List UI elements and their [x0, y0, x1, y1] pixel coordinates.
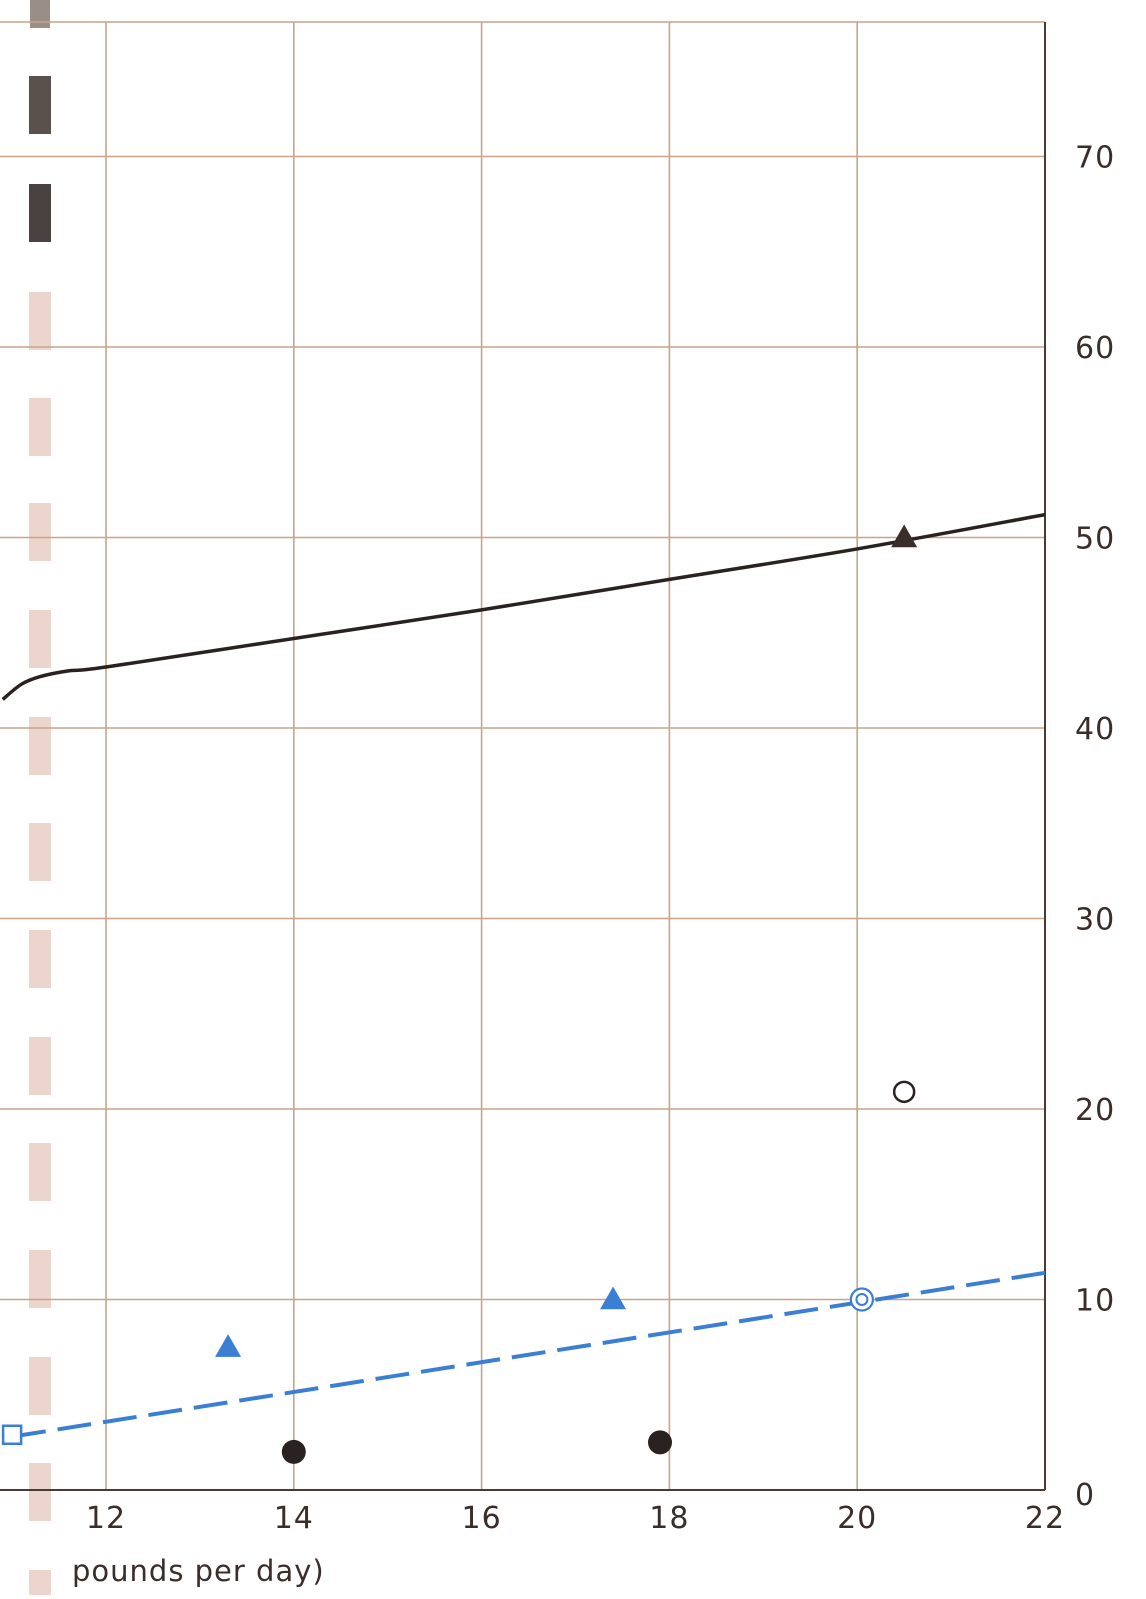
- grid: [0, 21, 1045, 1490]
- marker-double-circle-inner: [855, 1293, 869, 1306]
- y-tick-label: 30: [1075, 903, 1115, 938]
- y-tick-label: 60: [1075, 331, 1115, 366]
- marker-open-circle: [892, 1080, 916, 1104]
- margin-mark: [29, 1357, 51, 1415]
- x-tick-label: 20: [837, 1501, 877, 1536]
- margin-mark: [29, 76, 51, 134]
- marker-open-square: [1, 1424, 23, 1446]
- y-tick-label: 50: [1075, 522, 1115, 557]
- margin-mark: [29, 930, 51, 988]
- plot-frame: [0, 22, 1046, 1491]
- series: [1, 512, 1046, 1439]
- x-tick-labels: 12 14 16 18 20 22: [86, 1501, 1065, 1536]
- x-tick-label: 22: [1025, 1501, 1065, 1536]
- margin-mark: [29, 1037, 51, 1095]
- margin-mark: [29, 184, 51, 242]
- margin-mark: [29, 717, 51, 775]
- y-tick-label: 0: [1075, 1478, 1095, 1513]
- margin-mark: [29, 1570, 51, 1599]
- markers: [1, 524, 918, 1464]
- margin-mark: [29, 292, 51, 350]
- marker-double-circle: [849, 1287, 874, 1312]
- marker-filled-circle: [648, 1430, 673, 1455]
- x-tick-label: 18: [649, 1501, 689, 1536]
- series-line-dashed: [11, 1270, 1046, 1439]
- y-tick-labels: 0 10 20 30 40 50 60 70: [1075, 141, 1115, 1514]
- y-tick-label: 40: [1075, 712, 1115, 747]
- margin-strip: [29, 0, 51, 1599]
- y-tick-label: 70: [1075, 141, 1115, 176]
- x-tick-label: 16: [462, 1501, 502, 1536]
- margin-mark: [29, 398, 51, 456]
- x-axis-label: pounds per day): [72, 1554, 325, 1588]
- series-line-solid: [1, 512, 1046, 701]
- marker-triangle: [891, 524, 918, 548]
- x-tick-label: 14: [274, 1501, 314, 1536]
- margin-mark: [29, 610, 51, 668]
- y-tick-label: 20: [1075, 1093, 1115, 1128]
- margin-mark: [29, 1143, 51, 1201]
- margin-mark: [29, 1250, 51, 1308]
- margin-mark: [29, 503, 51, 561]
- margin-mark: [29, 1463, 51, 1521]
- marker-triangle: [600, 1286, 627, 1310]
- margin-mark: [29, 823, 51, 881]
- margin-mark: [30, 0, 50, 28]
- marker-filled-circle: [281, 1439, 306, 1464]
- x-tick-label: 12: [86, 1501, 126, 1536]
- y-tick-label: 10: [1075, 1284, 1115, 1319]
- marker-triangle: [215, 1334, 242, 1357]
